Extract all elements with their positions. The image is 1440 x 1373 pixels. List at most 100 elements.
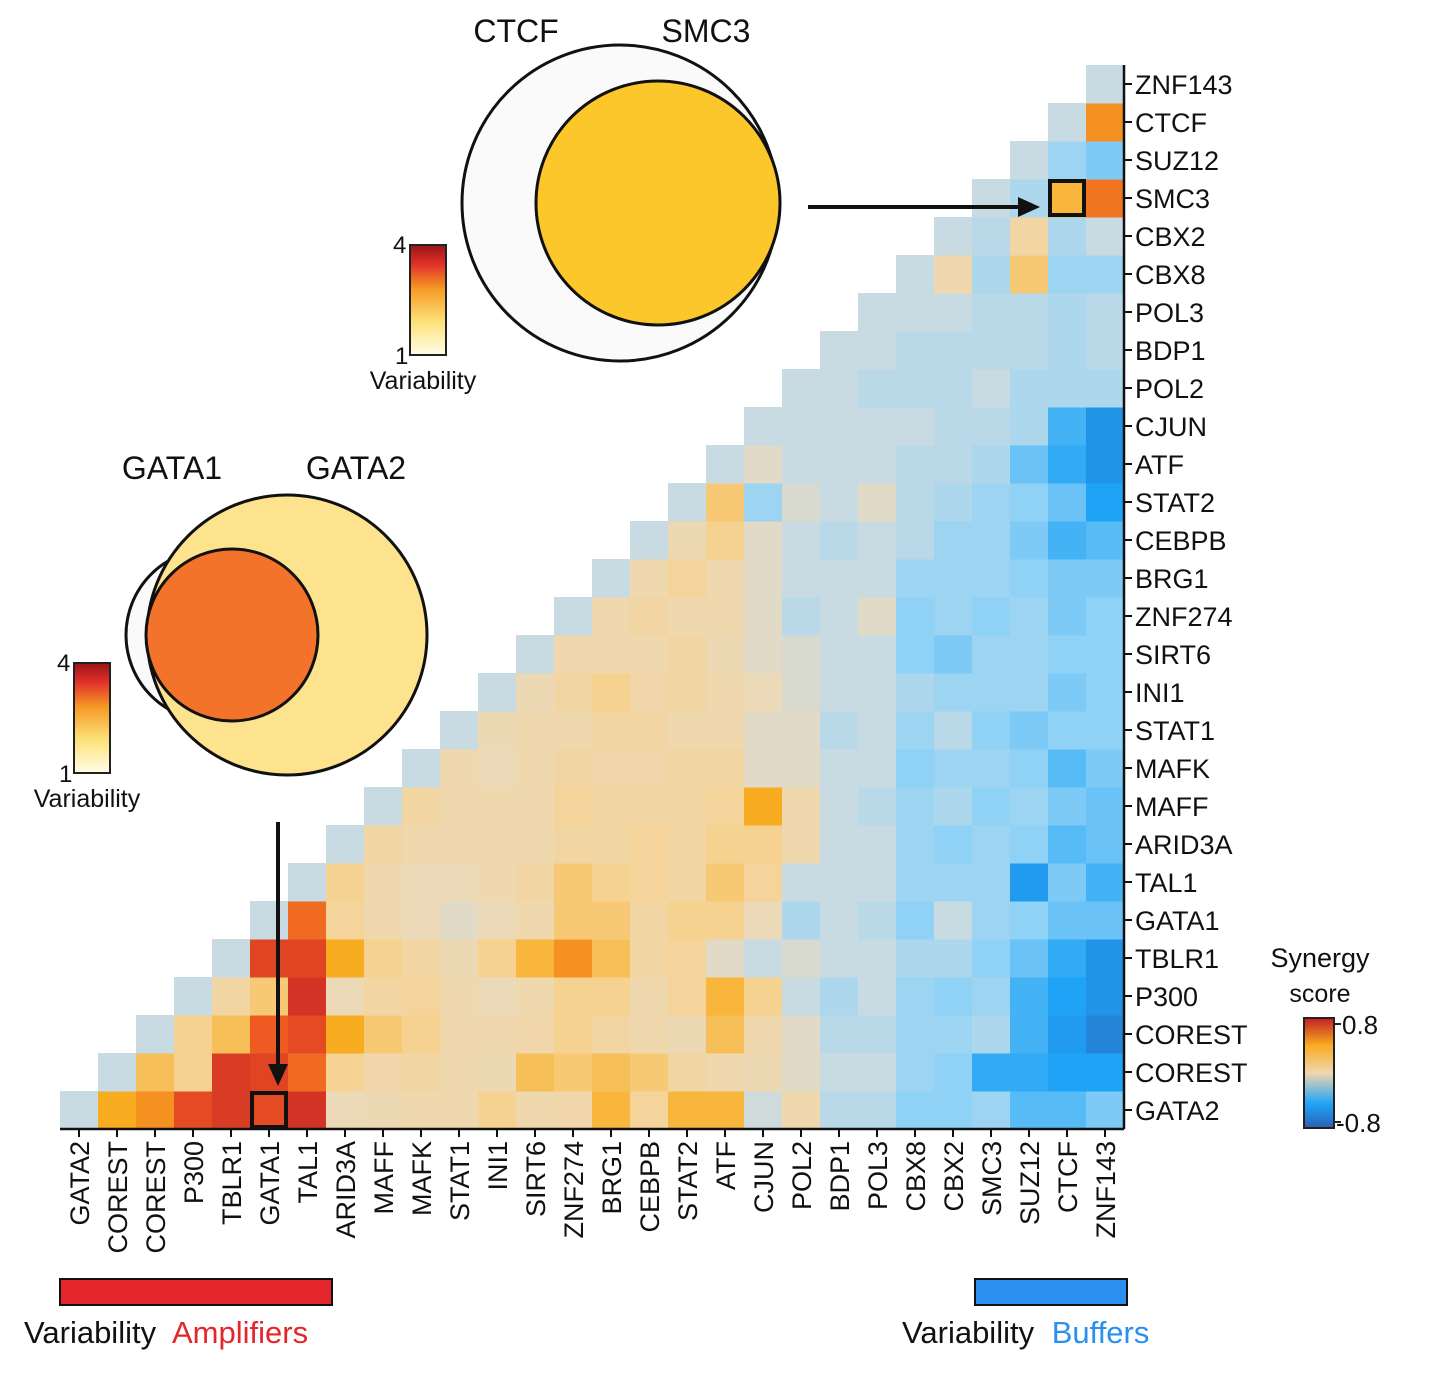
heatmap-cell <box>972 787 1011 826</box>
heatmap-cell <box>782 1015 821 1054</box>
heatmap-cell <box>706 673 745 712</box>
heatmap-cell <box>630 1053 669 1092</box>
heatmap-cell <box>1010 331 1049 370</box>
heatmap-cell <box>858 673 897 712</box>
heatmap-cell <box>326 1015 365 1054</box>
heatmap-cell <box>972 407 1011 446</box>
heatmap-cell <box>440 1053 479 1092</box>
heatmap-cell <box>402 939 441 978</box>
heatmap-cell <box>668 1015 707 1054</box>
heatmap-cell <box>592 1015 631 1054</box>
heatmap-cell <box>744 787 783 826</box>
heatmap-cell <box>554 901 593 940</box>
heatmap-cell <box>934 711 973 750</box>
heatmap-cell <box>972 939 1011 978</box>
heatmap-cell <box>934 1053 973 1092</box>
heatmap-cell <box>934 1015 973 1054</box>
heatmap-cell <box>668 863 707 902</box>
heatmap-cell <box>250 1091 289 1130</box>
heatmap-cell <box>744 939 783 978</box>
heatmap-cell <box>668 977 707 1016</box>
heatmap-cell <box>1048 179 1087 218</box>
heatmap-cell <box>1010 255 1049 294</box>
heatmap-cell <box>402 787 441 826</box>
heatmap-cell <box>896 711 935 750</box>
heatmap-cell <box>744 483 783 522</box>
heatmap-cell <box>554 711 593 750</box>
heatmap-cell <box>896 787 935 826</box>
amplifiers-bar <box>59 1278 333 1306</box>
heatmap-cell <box>592 901 631 940</box>
y-tick-label: POL3 <box>1135 298 1204 328</box>
heatmap-cell <box>60 1091 99 1130</box>
heatmap-cell <box>212 1091 251 1130</box>
inset-gata1-label: GATA1 <box>122 450 222 486</box>
heatmap-cell <box>630 939 669 978</box>
heatmap-cell <box>1086 825 1125 864</box>
heatmap-cell <box>326 901 365 940</box>
y-tick-label: CEBPB <box>1135 526 1227 556</box>
heatmap-cell <box>402 825 441 864</box>
heatmap-cell <box>516 901 555 940</box>
y-tick-label: STAT1 <box>1135 716 1215 746</box>
x-tick-label: MAFK <box>407 1141 437 1216</box>
heatmap-cell <box>478 711 517 750</box>
heatmap-cell <box>1010 863 1049 902</box>
heatmap-cell <box>858 597 897 636</box>
heatmap-cell <box>706 863 745 902</box>
heatmap-cell <box>668 711 707 750</box>
heatmap-cell <box>516 673 555 712</box>
heatmap-cell <box>1086 597 1125 636</box>
heatmap-cell <box>934 939 973 978</box>
heatmap-cell <box>706 901 745 940</box>
heatmap-cell <box>402 1091 441 1130</box>
inset1-arrow-head <box>1018 197 1040 217</box>
heatmap-cell <box>136 1053 175 1092</box>
heatmap-cell <box>896 559 935 598</box>
heatmap-cell <box>440 977 479 1016</box>
gata1-overlap-circle <box>144 547 320 723</box>
buffers-group: Variability Buffers <box>902 1278 1149 1350</box>
heatmap-cell <box>1086 65 1125 104</box>
heatmap-cell <box>1010 1053 1049 1092</box>
heatmap-cell <box>1010 559 1049 598</box>
heatmap-cells <box>60 65 1125 1130</box>
inset2-variability-bar <box>73 662 111 774</box>
heatmap-cell <box>972 977 1011 1016</box>
heatmap-cell <box>858 635 897 674</box>
amplifiers-label-word: Amplifiers <box>172 1315 308 1350</box>
heatmap-cell <box>592 711 631 750</box>
synergy-legend-subtitle: score <box>1289 980 1350 1008</box>
x-tick-label: INI1 <box>483 1141 513 1191</box>
heatmap-cell <box>896 255 935 294</box>
x-tick-label: CBX8 <box>901 1141 931 1212</box>
heatmap-cell <box>706 483 745 522</box>
heatmap-cell <box>440 825 479 864</box>
heatmap-cell <box>630 825 669 864</box>
buffers-label: Variability Buffers <box>902 1315 1149 1350</box>
heatmap-cell <box>820 1053 859 1092</box>
heatmap-cell <box>174 1053 213 1092</box>
heatmap-cell <box>402 863 441 902</box>
y-tick-label: INI1 <box>1135 678 1185 708</box>
heatmap-cell <box>972 901 1011 940</box>
heatmap-cell <box>516 1091 555 1130</box>
heatmap-cell <box>440 901 479 940</box>
heatmap-cell <box>1010 901 1049 940</box>
buffers-label-word: Buffers <box>1052 1315 1150 1350</box>
heatmap-cell <box>782 749 821 788</box>
highlight-boxes <box>250 179 1086 1129</box>
heatmap-cell <box>1086 939 1125 978</box>
heatmap-cell <box>972 331 1011 370</box>
heatmap-cell <box>782 1053 821 1092</box>
heatmap-cell <box>478 749 517 788</box>
heatmap-cell <box>554 787 593 826</box>
heatmap-cell <box>250 1015 289 1054</box>
heatmap-cell <box>820 483 859 522</box>
heatmap-cell <box>782 597 821 636</box>
heatmap-cell <box>1086 179 1125 218</box>
inset1-variability-bar <box>409 244 447 356</box>
heatmap-cell <box>174 1091 213 1130</box>
x-tick-label: TAL1 <box>293 1141 323 1204</box>
heatmap-cell <box>934 217 973 256</box>
